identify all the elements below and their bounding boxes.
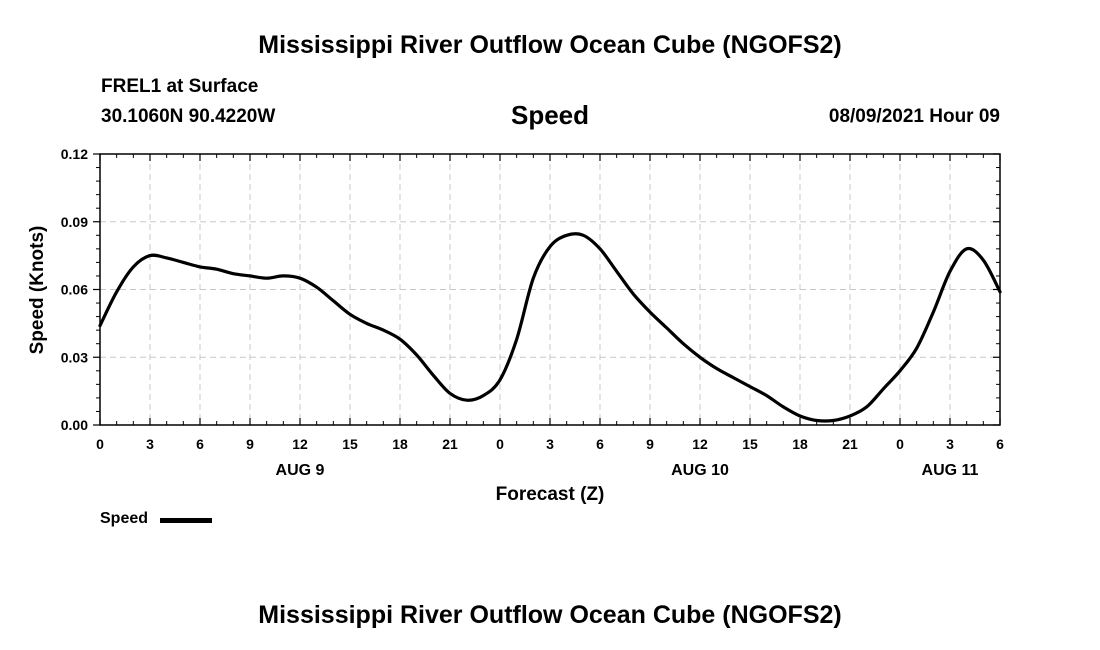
x-tick-label: 6 <box>196 436 204 452</box>
x-tick-label: 12 <box>692 436 708 452</box>
x-tick-label: 0 <box>96 436 104 452</box>
x-tick-label: 3 <box>146 436 154 452</box>
x-tick-label: 0 <box>496 436 504 452</box>
y-tick-label: 0.06 <box>61 282 88 298</box>
date-label: AUG 10 <box>671 462 729 479</box>
chart-grid <box>100 154 1000 425</box>
legend-swatch <box>160 518 212 523</box>
x-tick-label: 18 <box>792 436 808 452</box>
x-tick-label: 9 <box>646 436 654 452</box>
chart-title: Mississippi River Outflow Ocean Cube (NG… <box>258 31 842 59</box>
x-tick-label: 3 <box>946 436 954 452</box>
x-tick-label: 21 <box>842 436 858 452</box>
x-tick-label: 21 <box>442 436 458 452</box>
variable-title: Speed <box>510 100 590 130</box>
x-tick-label: 15 <box>742 436 758 452</box>
footer-title: Mississippi River Outflow Ocean Cube (NG… <box>258 601 842 629</box>
x-tick-label: 12 <box>292 436 308 452</box>
y-tick-label: 0.12 <box>61 146 88 162</box>
x-tick-label: 9 <box>246 436 254 452</box>
x-tick-label: 3 <box>546 436 554 452</box>
datetime-label: 08/09/2021 Hour 09 <box>828 106 1000 127</box>
y-axis-label: Speed (Knots) <box>27 226 48 355</box>
x-tick-label: 6 <box>996 436 1004 452</box>
date-label: AUG 9 <box>276 462 325 479</box>
legend-label: Speed <box>100 510 149 527</box>
x-axis-label: Forecast (Z) <box>496 484 605 505</box>
speed-series-line <box>98 232 1002 423</box>
x-tick-label: 15 <box>342 436 358 452</box>
x-tick-label: 6 <box>596 436 604 452</box>
y-tick-label: 0.09 <box>61 214 88 230</box>
x-tick-label: 0 <box>896 436 904 452</box>
date-label: AUG 11 <box>922 462 979 479</box>
coordinates-label: 30.1060N 90.4220W <box>101 106 276 127</box>
x-tick-label: 18 <box>392 436 408 452</box>
chart-tick-labels: 0 3 6 9 12 15 18 21 0 3 6 9 12 15 18 21 0 3 6 AUG 9 AUG 10 AU… <box>61 146 1004 479</box>
station-label: FREL1 at Surface <box>101 76 259 97</box>
y-tick-label: 0.03 <box>61 349 88 365</box>
y-tick-label: 0.00 <box>61 417 88 433</box>
